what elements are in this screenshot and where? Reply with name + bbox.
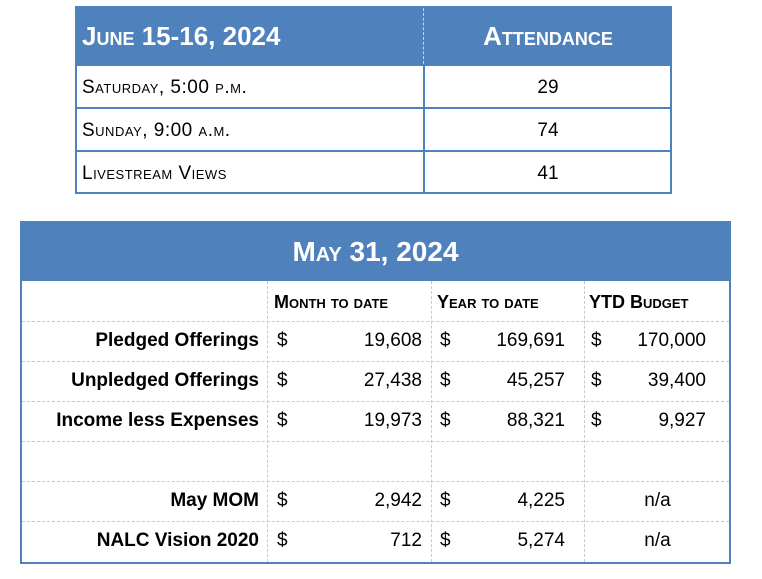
column-divider (584, 281, 585, 562)
row-label: NALC Vision 2020 (96, 530, 259, 551)
currency-symbol: $ (440, 490, 451, 511)
row-label: May MOM (170, 490, 259, 511)
attendance-column-header: Attendance (483, 21, 613, 51)
financial-table: May 31, 2024 Month to date Year to date … (20, 221, 731, 564)
row-divider (22, 321, 729, 322)
month-value: 2,942 (374, 490, 422, 511)
column-divider (267, 281, 268, 562)
currency-symbol: $ (277, 530, 288, 551)
year-value: 88,321 (506, 410, 565, 431)
row-divider (22, 401, 729, 402)
header-divider (423, 8, 424, 64)
table-row: Livestream Views 41 (77, 150, 670, 195)
currency-symbol: $ (440, 370, 451, 391)
year-value: 4,225 (517, 490, 565, 511)
budget-value: n/a (644, 530, 671, 551)
attendance-column-divider (423, 64, 425, 192)
column-divider (431, 281, 432, 562)
table-row: Sunday, 9:00 a.m. 74 (77, 107, 670, 152)
service-label: Livestream Views (82, 163, 227, 184)
currency-symbol: $ (277, 330, 288, 351)
financial-table-title: May 31, 2024 (22, 223, 729, 281)
row-label: Unpledged Offerings (71, 370, 259, 391)
year-value: 45,257 (506, 370, 565, 391)
row-divider (22, 361, 729, 362)
attendance-date-header: June 15-16, 2024 (82, 21, 281, 51)
currency-symbol: $ (277, 490, 288, 511)
attendance-table: June 15-16, 2024 Attendance Saturday, 5:… (75, 6, 672, 194)
attendance-header-row: June 15-16, 2024 Attendance (77, 8, 670, 64)
attendance-count: 29 (537, 77, 559, 98)
row-label: Pledged Offerings (95, 330, 259, 351)
currency-symbol: $ (277, 410, 288, 431)
service-label: Saturday, 5:00 p.m. (82, 77, 248, 98)
column-header-year: Year to date (437, 292, 539, 312)
month-value: 19,608 (363, 330, 422, 351)
month-value: 27,438 (363, 370, 422, 391)
row-divider (22, 441, 729, 442)
attendance-count: 74 (537, 120, 559, 141)
row-label: Income less Expenses (56, 410, 259, 431)
column-header-budget: YTD Budget (589, 292, 689, 312)
budget-value: 9,927 (658, 410, 706, 431)
budget-value: n/a (644, 490, 671, 511)
year-value: 169,691 (496, 330, 565, 351)
table-row: Saturday, 5:00 p.m. 29 (77, 64, 670, 109)
budget-value: 170,000 (637, 330, 706, 351)
row-divider (22, 481, 729, 482)
month-value: 19,973 (363, 410, 422, 431)
month-value: 712 (390, 530, 422, 551)
currency-symbol: $ (440, 410, 451, 431)
budget-value: 39,400 (647, 370, 706, 391)
currency-symbol: $ (440, 330, 451, 351)
column-header-month: Month to date (274, 292, 389, 312)
service-label: Sunday, 9:00 a.m. (82, 120, 231, 141)
currency-symbol: $ (591, 370, 602, 391)
year-value: 5,274 (517, 530, 565, 551)
currency-symbol: $ (440, 530, 451, 551)
currency-symbol: $ (591, 410, 602, 431)
currency-symbol: $ (277, 370, 288, 391)
attendance-count: 41 (537, 163, 559, 184)
row-divider (22, 521, 729, 522)
currency-symbol: $ (591, 330, 602, 351)
